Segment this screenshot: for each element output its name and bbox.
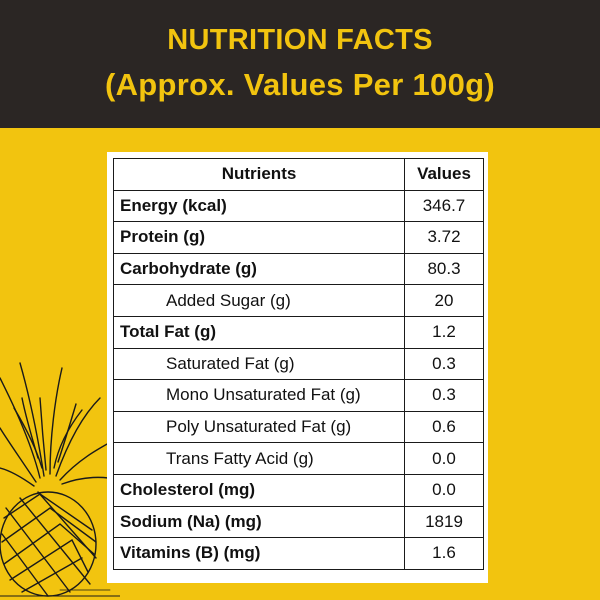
table-row: Carbohydrate (g) 80.3 [113,252,484,286]
nutrient-name: Saturated Fat (g) [113,347,405,381]
header-banner: NUTRITION FACTS (Approx. Values Per 100g… [0,0,600,128]
nutrient-name: Protein (g) [113,221,405,254]
nutrient-name: Carbohydrate (g) [113,252,405,286]
nutrient-value: 80.3 [404,252,484,286]
nutrient-value: 0.6 [404,410,484,444]
table-row: Total Fat (g) 1.2 [113,315,484,349]
nutrient-value: 0.0 [404,473,484,507]
nutrient-name: Added Sugar (g) [113,284,405,317]
nutrient-value: 20 [404,284,484,317]
nutrient-value: 1.6 [404,537,484,570]
nutrient-name: Energy (kcal) [113,189,405,223]
nutrient-value: 346.7 [404,189,484,223]
page-title: NUTRITION FACTS [167,24,433,56]
table-row: Mono Unsaturated Fat (g) 0.3 [113,379,484,412]
nutrition-table-card: Nutrients Values Energy (kcal) 346.7 Prote… [107,152,488,583]
table-row: Saturated Fat (g) 0.3 [113,347,484,381]
table-row: Sodium (Na) (mg) 1819 [113,505,484,539]
nutrient-value: 0.3 [404,347,484,381]
nutrient-name: Sodium (Na) (mg) [113,505,405,539]
nutrient-name: Vitamins (B) (mg) [113,537,405,570]
column-header-nutrients: Nutrients [113,158,405,191]
nutrient-name: Trans Fatty Acid (g) [113,442,405,475]
nutrient-name: Cholesterol (mg) [113,473,405,507]
table-row: Added Sugar (g) 20 [113,284,484,317]
nutrient-name: Poly Unsaturated Fat (g) [113,410,405,444]
nutrient-value: 0.0 [404,442,484,475]
nutrient-value: 3.72 [404,221,484,254]
nutrient-value: 1819 [404,505,484,539]
pineapple-illustration [0,362,120,597]
nutrient-value: 0.3 [404,379,484,412]
table-header-row: Nutrients Values [113,158,484,191]
table-row: Energy (kcal) 346.7 [113,189,484,223]
table-row: Cholesterol (mg) 0.0 [113,473,484,507]
table-row: Poly Unsaturated Fat (g) 0.6 [113,410,484,444]
nutrient-name: Mono Unsaturated Fat (g) [113,379,405,412]
table-row: Protein (g) 3.72 [113,221,484,254]
table-row: Vitamins (B) (mg) 1.6 [113,537,484,570]
column-header-values: Values [404,158,484,191]
page-subtitle: (Approx. Values Per 100g) [105,67,495,102]
nutrient-name: Total Fat (g) [113,315,405,349]
nutrition-table: Nutrients Values Energy (kcal) 346.7 Prote… [113,158,484,570]
table-row: Trans Fatty Acid (g) 0.0 [113,442,484,475]
nutrient-value: 1.2 [404,315,484,349]
